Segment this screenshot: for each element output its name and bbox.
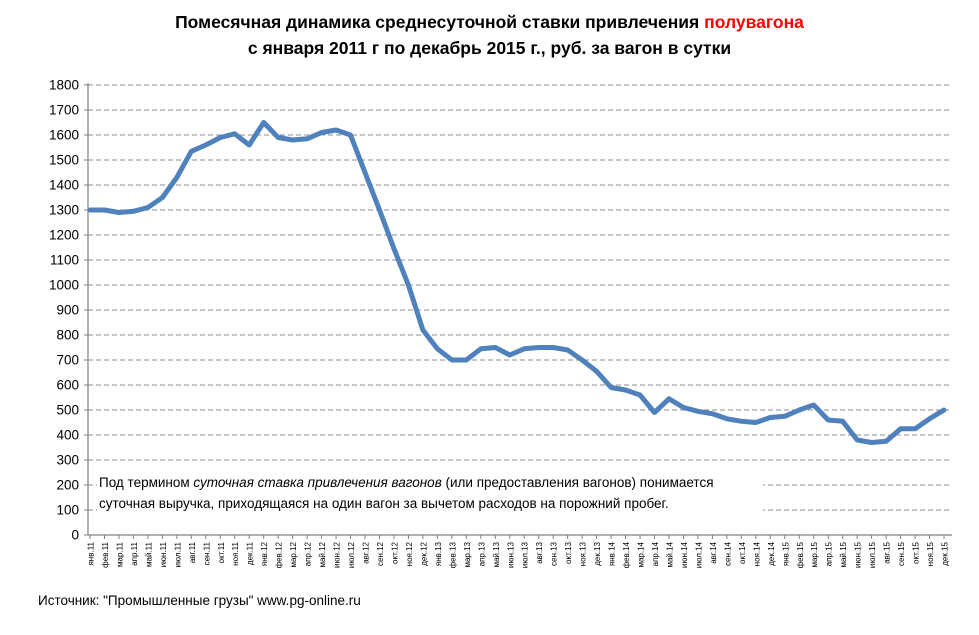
x-tick-label: фев.13 — [448, 541, 457, 568]
x-tick-label: июн.13 — [506, 541, 515, 568]
x-tick-label: апр.12 — [304, 541, 313, 566]
y-tick-label: 400 — [56, 428, 79, 443]
x-tick-label: авг.13 — [535, 541, 544, 563]
x-tick-label: июл.12 — [347, 541, 356, 568]
x-tick-label: мар.11 — [115, 541, 124, 566]
title-text: Помесячная динамика среднесуточной ставк… — [175, 12, 705, 32]
x-tick-label: фев.12 — [275, 541, 284, 568]
y-tick-label: 1400 — [49, 178, 79, 193]
x-tick-label: ноя.11 — [231, 541, 240, 565]
x-tick-label: янв.13 — [434, 541, 443, 566]
y-tick-label: 1000 — [49, 278, 79, 293]
y-tick-label: 100 — [56, 503, 79, 518]
x-tick-label: дек.12 — [419, 541, 428, 565]
x-tick-label: дек.13 — [593, 541, 602, 565]
x-tick-label: ноя.12 — [405, 541, 414, 566]
x-tick-label: окт.13 — [564, 541, 573, 563]
y-tick-label: 1500 — [49, 153, 79, 168]
x-tick-label: ноя.13 — [579, 541, 588, 566]
y-tick-label: 1300 — [49, 203, 79, 218]
annotation-text-suffix: (или предоставления вагонов) понимается — [441, 475, 714, 490]
y-tick-label: 1600 — [49, 128, 79, 143]
x-tick-label: июл.14 — [694, 541, 703, 568]
annotation-line2: суточная выручка, приходящаяся на один в… — [99, 496, 669, 511]
title-highlight-word: полувагона — [704, 12, 804, 32]
x-tick-label: сен.14 — [723, 541, 732, 566]
title-line1: Помесячная динамика среднесуточной ставк… — [0, 9, 979, 35]
x-tick-label: июн.11 — [159, 541, 168, 567]
x-tick-label: май.11 — [144, 541, 153, 566]
x-tick-label: апр.13 — [477, 541, 486, 566]
y-tick-label: 800 — [56, 328, 79, 343]
x-tick-label: июл.11 — [173, 541, 182, 567]
chart-annotation: Под термином суточная ставка привлечения… — [97, 471, 763, 515]
annotation-line1: Под термином суточная ставка привлечения… — [99, 472, 761, 493]
x-tick-label: июн.15 — [854, 541, 863, 568]
x-tick-label: сен.13 — [550, 541, 559, 566]
x-tick-label: окт.14 — [738, 541, 747, 563]
x-tick-label: окт.11 — [217, 541, 226, 563]
title-line2: с января 2011 г по декабрь 2015 г., руб.… — [247, 38, 732, 58]
x-tick-label: июн.14 — [680, 541, 689, 568]
x-tick-label: авг.14 — [709, 541, 718, 563]
annotation-term-italic: суточная ставка привлечения вагонов — [193, 475, 442, 490]
x-tick-label: сен.15 — [897, 541, 906, 566]
y-tick-label: 300 — [56, 453, 79, 468]
x-tick-label: янв.14 — [608, 541, 617, 566]
y-tick-label: 1800 — [49, 78, 79, 93]
y-tick-label: 900 — [56, 303, 79, 318]
x-tick-label: дек.15 — [941, 541, 950, 565]
y-tick-label: 1100 — [50, 253, 79, 268]
x-tick-label: ноя.15 — [926, 541, 935, 566]
y-tick-label: 0 — [71, 528, 79, 543]
x-tick-label: июл.13 — [521, 541, 530, 568]
x-tick-label: май.13 — [492, 541, 501, 567]
y-tick-label: 200 — [56, 478, 79, 493]
x-tick-label: фев.15 — [796, 541, 805, 568]
rate-series-line — [87, 120, 947, 445]
x-tick-label: апр.14 — [651, 541, 660, 566]
y-tick-label: 600 — [56, 378, 79, 393]
x-tick-label: сен.12 — [376, 541, 385, 566]
x-tick-label: янв.15 — [781, 541, 790, 566]
x-tick-label: ноя.14 — [752, 541, 761, 566]
x-tick-label: дек.11 — [246, 541, 255, 565]
x-tick-label: мар.14 — [637, 541, 646, 567]
x-tick-label: янв.11 — [87, 541, 96, 565]
chart-title: Помесячная динамика среднесуточной ставк… — [0, 9, 979, 61]
x-tick-label: сен.11 — [202, 541, 211, 565]
y-tick-label: 1700 — [49, 103, 79, 118]
x-tick-label: май.12 — [318, 541, 327, 567]
x-tick-label: апр.11 — [130, 541, 139, 565]
x-tick-label: мар.15 — [810, 541, 819, 567]
x-tick-label: окт.15 — [912, 541, 921, 563]
x-tick-label: авг.12 — [362, 541, 371, 563]
x-tick-label: авг.15 — [883, 541, 892, 563]
x-tick-label: фев.11 — [101, 541, 110, 567]
x-tick-label: авг.11 — [188, 541, 197, 563]
x-tick-label: май.14 — [665, 541, 674, 567]
x-tick-label: дек.14 — [767, 541, 776, 565]
y-tick-label: 1200 — [49, 228, 79, 243]
annotation-text-prefix: Под термином — [99, 475, 194, 490]
y-tick-label: 500 — [56, 403, 79, 418]
x-tick-label: фев.14 — [622, 541, 631, 568]
y-tick-label: 700 — [56, 353, 79, 368]
x-tick-label: июн.12 — [333, 541, 342, 568]
x-tick-label: май.15 — [839, 541, 848, 567]
x-tick-label: окт.12 — [390, 541, 399, 563]
x-tick-label: июл.15 — [868, 541, 877, 568]
x-tick-label: мар.12 — [289, 541, 298, 567]
x-tick-label: апр.15 — [825, 541, 834, 566]
x-tick-label: мар.13 — [463, 541, 472, 567]
source-note: Источник: "Промышленные грузы" www.pg-on… — [38, 593, 361, 608]
x-tick-label: янв.12 — [260, 541, 269, 566]
